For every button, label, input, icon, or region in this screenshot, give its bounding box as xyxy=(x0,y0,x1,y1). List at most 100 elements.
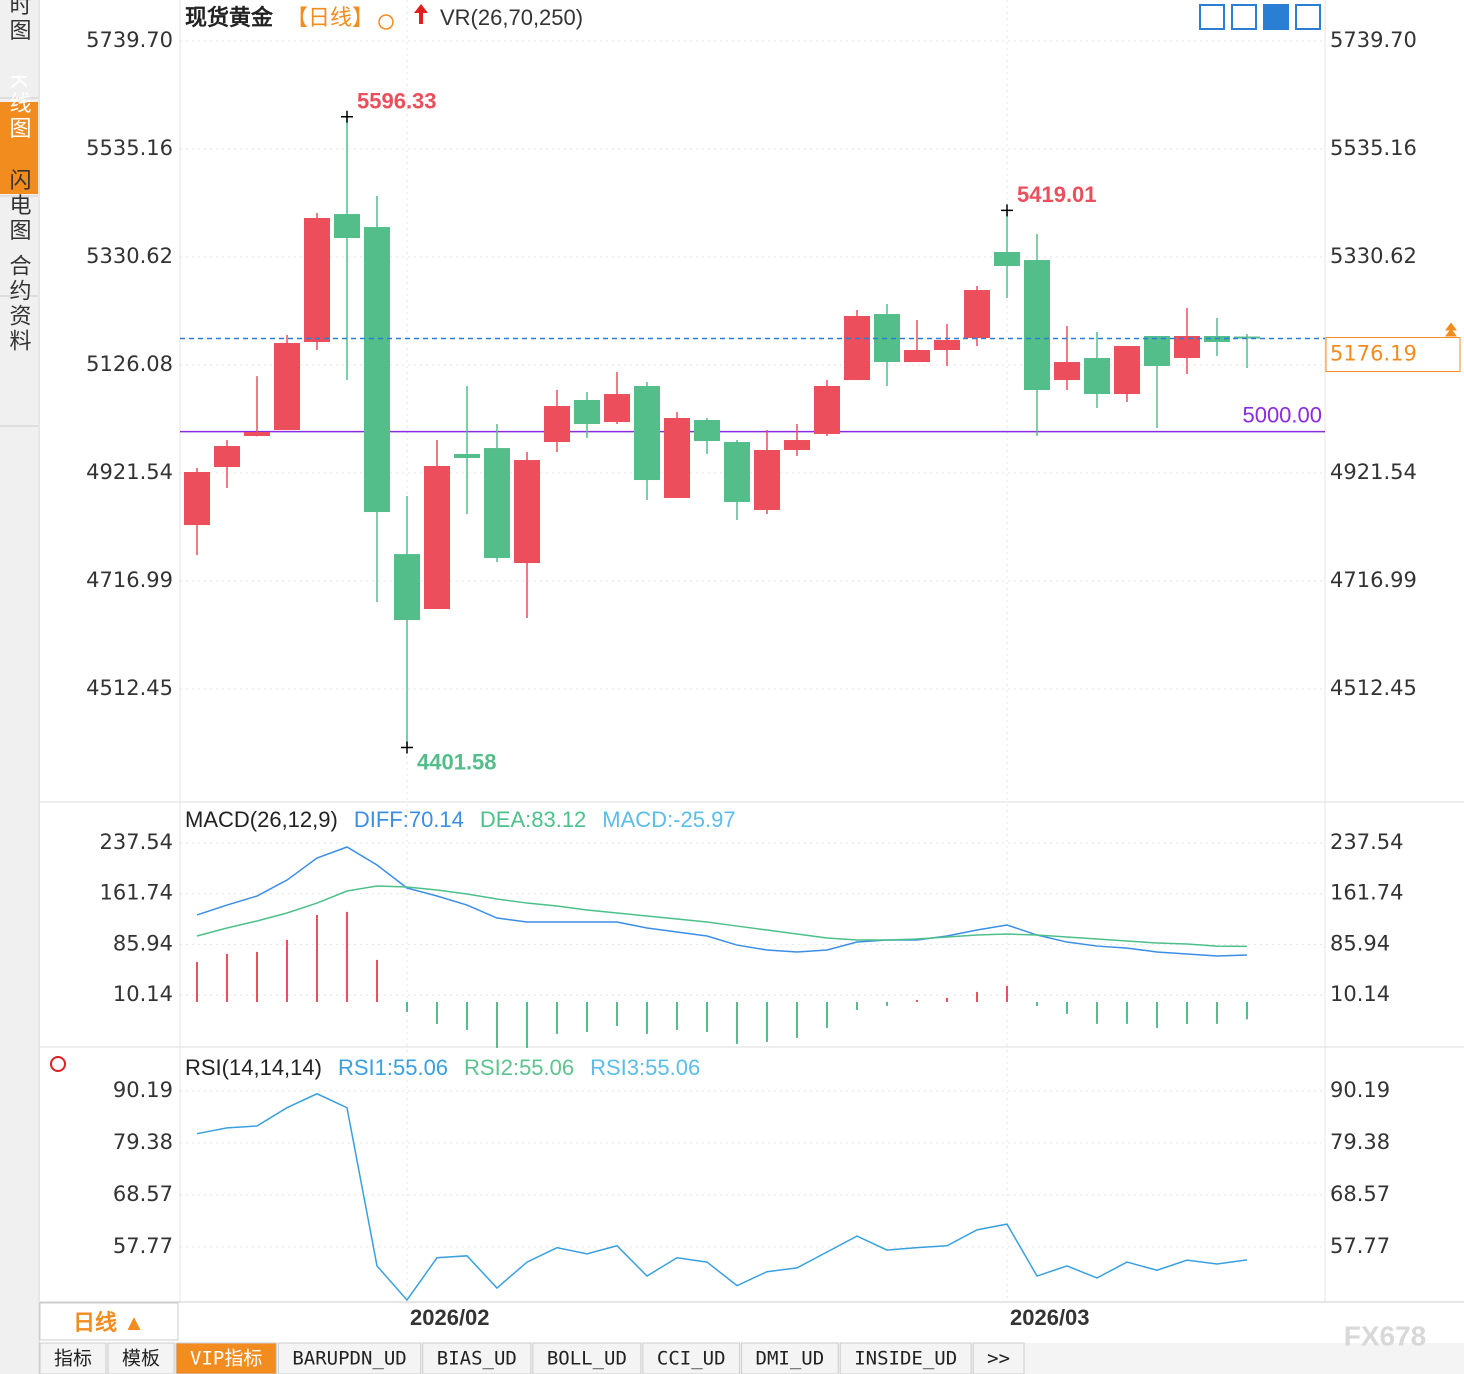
candle-body xyxy=(994,252,1020,266)
reference-label: 5000.00 xyxy=(1242,402,1322,427)
last-price-arrow xyxy=(1445,322,1457,337)
watermark: FX678 xyxy=(1344,1320,1427,1351)
tab-bg[interactable] xyxy=(422,1342,532,1374)
tab-label[interactable]: 指标 xyxy=(54,1348,92,1370)
tab-label[interactable]: BIAS_UD xyxy=(437,1348,517,1370)
candle-body xyxy=(844,315,870,381)
icon[interactable] xyxy=(378,14,394,30)
y-tick-label: 161.74 xyxy=(100,881,173,905)
toolbar xyxy=(1199,4,1321,30)
tab-label[interactable]: >> xyxy=(987,1348,1010,1370)
y-tick-label: 68.57 xyxy=(113,1182,173,1206)
y-tick-label: 4716.99 xyxy=(86,568,173,592)
tab-bg[interactable] xyxy=(532,1342,642,1374)
y-tick-label: 237.54 xyxy=(1330,830,1403,854)
line xyxy=(196,885,1248,948)
candle-body xyxy=(754,450,780,511)
y-tick-label: 237.54 xyxy=(100,830,173,854)
tab-bg[interactable] xyxy=(39,1342,107,1374)
tool-icon[interactable] xyxy=(1295,4,1321,30)
extreme-label: 4401.58 xyxy=(417,749,497,774)
tab-bg[interactable] xyxy=(175,1342,277,1374)
candle-body xyxy=(1054,362,1080,381)
candle-body xyxy=(1174,336,1200,359)
tab-bg[interactable] xyxy=(839,1342,972,1374)
sidebar-tab[interactable]: 合约资料 xyxy=(7,254,32,354)
candle-body xyxy=(214,446,240,468)
sidebar-tab[interactable]: 分时图 xyxy=(7,0,32,44)
candle-body xyxy=(814,386,840,435)
tool-icon[interactable] xyxy=(1199,4,1225,30)
tab[interactable]: BOLL_UD xyxy=(532,1342,642,1374)
period-button-label[interactable]: 日线 ▲ xyxy=(73,1310,145,1335)
icon[interactable] xyxy=(50,1056,66,1072)
y-tick-label: 5330.62 xyxy=(86,244,173,268)
tab[interactable]: 模板 xyxy=(107,1342,175,1374)
period-button[interactable] xyxy=(39,1302,179,1341)
extreme-marker xyxy=(341,110,353,123)
tab-bg[interactable] xyxy=(107,1342,175,1374)
y-tick-label: 90.19 xyxy=(1330,1078,1390,1102)
tab[interactable]: >> xyxy=(972,1342,1025,1374)
tab-label[interactable]: BOLL_UD xyxy=(547,1348,627,1370)
tab-bg[interactable] xyxy=(277,1342,422,1374)
tab-bg[interactable] xyxy=(972,1342,1025,1374)
tab[interactable]: 指标 xyxy=(39,1342,107,1374)
candle-body xyxy=(364,227,390,513)
tab-label[interactable]: DMI_UD xyxy=(756,1348,825,1370)
extreme-label: 5419.01 xyxy=(1017,182,1097,207)
y-tick-label: 5535.16 xyxy=(86,136,173,160)
y-tick-label: 4921.54 xyxy=(86,460,173,484)
candle-body xyxy=(394,554,420,621)
sidebar-tab[interactable]: K线图 xyxy=(7,74,32,142)
tab[interactable]: CCI_UD xyxy=(642,1342,741,1374)
tab[interactable]: DMI_UD xyxy=(741,1342,839,1374)
sidebar-active xyxy=(0,102,38,194)
candle-body xyxy=(1024,260,1050,391)
candle-body xyxy=(544,406,570,443)
y-tick-label: 5535.16 xyxy=(1330,136,1417,160)
candle-body xyxy=(664,418,690,498)
tool-icon[interactable] xyxy=(1263,4,1289,30)
tab-bg[interactable] xyxy=(741,1342,839,1374)
title: 现货黄金 xyxy=(185,5,274,30)
y-tick-label: 57.77 xyxy=(113,1234,173,1258)
tool-icon[interactable] xyxy=(1231,4,1257,30)
tab[interactable]: BARUPDN_UD xyxy=(277,1342,422,1374)
tab-label[interactable]: VIP指标 xyxy=(190,1348,262,1370)
tab[interactable]: VIP指标 xyxy=(175,1342,277,1374)
y-tick-label: 10.14 xyxy=(113,982,173,1006)
candle-body xyxy=(1234,336,1260,339)
legend-item: RSI(14,14,14) xyxy=(185,1055,322,1080)
indicator: VR(26,70,250) xyxy=(440,5,583,30)
tab-bg[interactable] xyxy=(642,1342,741,1374)
sidebar-tab[interactable]: 闪电图 xyxy=(7,169,32,244)
icon[interactable] xyxy=(414,4,428,24)
y-tick-label: 4512.45 xyxy=(1330,676,1417,700)
candle-body xyxy=(1114,346,1140,395)
y-tick-label: 4716.99 xyxy=(1330,568,1417,592)
y-tick-label: 161.74 xyxy=(1330,881,1403,905)
tab-label[interactable]: CCI_UD xyxy=(657,1348,726,1370)
tab-label[interactable]: BARUPDN_UD xyxy=(292,1348,406,1370)
y-tick-label: 10.14 xyxy=(1330,982,1390,1006)
tab[interactable]: INSIDE_UD xyxy=(839,1342,972,1374)
candle-body xyxy=(964,290,990,339)
candle-body xyxy=(514,460,540,564)
y-tick-label: 5739.70 xyxy=(86,28,173,52)
extreme-label: 5596.33 xyxy=(357,89,437,114)
candle-body xyxy=(934,340,960,350)
legend-item: RSI3:55.06 xyxy=(590,1055,700,1080)
tab-label[interactable]: INSIDE_UD xyxy=(854,1348,957,1370)
tab[interactable]: BIAS_UD xyxy=(422,1342,532,1374)
x-tick-label: 2026/03 xyxy=(1010,1305,1090,1330)
legend-item: RSI1:55.06 xyxy=(338,1055,448,1080)
tab-label[interactable]: 模板 xyxy=(122,1348,160,1370)
y-tick-label: 57.77 xyxy=(1330,1234,1390,1258)
candle-body xyxy=(724,442,750,503)
candle-body xyxy=(1084,358,1110,395)
line xyxy=(196,846,1248,957)
candle-body xyxy=(184,472,210,526)
